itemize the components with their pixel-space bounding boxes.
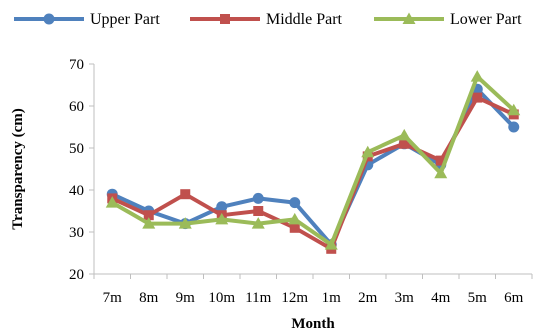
legend-marker xyxy=(43,13,55,25)
series-lower-part xyxy=(105,70,521,250)
data-point xyxy=(361,145,375,158)
x-tick-label: 2m xyxy=(358,290,378,306)
y-tick-label: 40 xyxy=(69,183,84,199)
y-tick-label: 50 xyxy=(69,141,84,157)
legend-label: Upper Part xyxy=(90,11,160,28)
data-point xyxy=(251,217,265,229)
y-tick-label: 30 xyxy=(69,225,84,241)
x-tick-label: 8m xyxy=(139,290,159,306)
data-point xyxy=(178,217,192,229)
x-tick-label: 12m xyxy=(281,290,308,306)
series-line xyxy=(111,74,516,247)
data-point xyxy=(508,121,520,133)
data-point xyxy=(470,70,484,82)
data-point xyxy=(434,166,448,179)
data-point xyxy=(252,192,264,204)
legend-label: Middle Part xyxy=(266,11,343,28)
x-tick-label: 1m xyxy=(322,290,342,306)
x-tick-label: 11m xyxy=(245,290,271,306)
data-point xyxy=(399,138,410,149)
x-tick-label: 3m xyxy=(395,290,415,306)
y-tick-label: 20 xyxy=(69,267,84,283)
data-point xyxy=(143,210,154,221)
data-point xyxy=(253,206,264,216)
data-point xyxy=(180,189,191,200)
data-point xyxy=(288,212,302,225)
x-tick-label: 9m xyxy=(176,290,196,306)
data-point xyxy=(324,238,338,250)
data-point xyxy=(397,128,411,141)
y-axis-label: Transparency (cm) xyxy=(10,108,26,230)
legend: Upper Part Middle Part Lower Part xyxy=(14,11,522,28)
data-point xyxy=(289,222,300,233)
y-tick-label: 60 xyxy=(69,99,84,115)
legend-item: Lower Part xyxy=(374,11,522,28)
axes: 20 30 40 50 60 70 7m 8m 9m 10m 11m 12m 1m 2m 3m 4m 5m 6m xyxy=(69,57,533,306)
x-tick-label: 5m xyxy=(468,290,488,306)
y-tick-label: 70 xyxy=(69,57,84,73)
data-point xyxy=(105,196,119,208)
data-point xyxy=(289,197,301,209)
data-point xyxy=(435,155,446,166)
data-point xyxy=(472,92,483,103)
legend-marker xyxy=(220,14,230,24)
x-tick-label: 10m xyxy=(208,290,235,306)
x-tick-label: 6m xyxy=(504,290,524,306)
legend-item: Middle Part xyxy=(190,11,343,28)
legend-marker xyxy=(402,12,416,24)
series-layer xyxy=(105,70,521,254)
series-line xyxy=(111,95,515,251)
data-point xyxy=(215,212,229,225)
x-tick-label: 7m xyxy=(103,290,123,306)
legend-item: Upper Part xyxy=(14,11,160,28)
x-axis-label: Month xyxy=(291,316,335,332)
data-point xyxy=(142,217,156,229)
x-tick-label: 4m xyxy=(431,290,451,306)
legend-label: Lower Part xyxy=(450,11,522,28)
data-point xyxy=(216,201,228,213)
data-point xyxy=(507,103,521,116)
series-line xyxy=(111,87,516,247)
